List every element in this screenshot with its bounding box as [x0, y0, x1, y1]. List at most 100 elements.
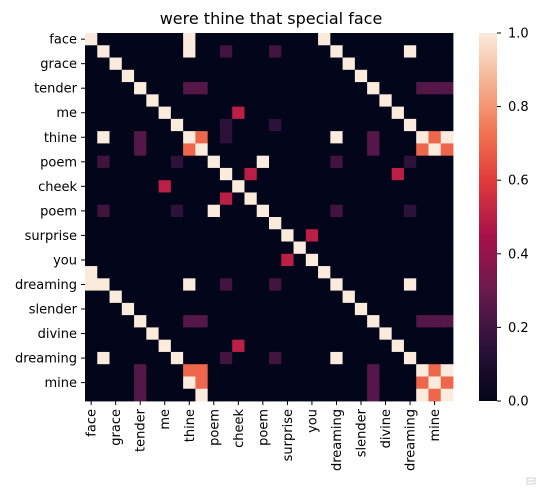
heatmap-cell [367, 229, 380, 242]
heatmap-cell [85, 339, 98, 353]
heatmap-cell [281, 45, 294, 58]
heatmap-cell [97, 192, 110, 206]
heatmap-cell [170, 327, 184, 341]
heatmap-cell [232, 364, 245, 377]
heatmap-cell [293, 155, 307, 169]
heatmap-cell [183, 45, 196, 58]
heatmap-cell [146, 82, 159, 95]
heatmap-cell [342, 180, 356, 193]
heatmap-cell [170, 82, 184, 95]
heatmap-cell [219, 33, 233, 46]
heatmap-cell [379, 94, 393, 107]
heatmap-cell [244, 82, 258, 95]
heatmap-cell [293, 94, 307, 107]
heatmap-cell [256, 253, 270, 267]
heatmap-cell [342, 69, 356, 83]
heatmap-cell [269, 33, 282, 46]
heatmap-cell [85, 290, 98, 304]
heatmap-cell [354, 180, 368, 193]
heatmap-cell [354, 364, 368, 377]
heatmap-cell [269, 167, 282, 181]
heatmap-cell [134, 94, 147, 107]
heatmap-cell [158, 118, 172, 132]
heatmap-cell [134, 33, 147, 46]
heatmap-cell [391, 131, 405, 144]
y-tick-label: cheek [38, 180, 77, 195]
heatmap-cell [354, 143, 368, 157]
heatmap-cell [391, 155, 405, 169]
heatmap-cell [269, 376, 282, 390]
heatmap-cell [97, 302, 110, 316]
heatmap-cell [97, 388, 110, 402]
heatmap-cell [293, 241, 307, 255]
heatmap-cell [256, 351, 270, 365]
heatmap-cell [403, 192, 417, 206]
heatmap-cell [244, 364, 258, 377]
x-tick-label: dreaming [404, 409, 419, 471]
heatmap-cell [403, 229, 417, 242]
heatmap-cell [318, 204, 331, 218]
heatmap-cell [318, 155, 331, 169]
heatmap-cell [109, 315, 123, 328]
heatmap-cell [305, 315, 319, 328]
heatmap-cell [109, 69, 123, 83]
heatmap-cell [183, 388, 196, 402]
heatmap-cell [109, 376, 123, 390]
heatmap-cell [170, 131, 184, 144]
heatmap-cell [293, 167, 307, 181]
heatmap-cell [183, 278, 196, 291]
heatmap-cell [293, 388, 307, 402]
x-tick-label: me [158, 409, 173, 430]
heatmap-cell [170, 302, 184, 316]
heatmap-cell [391, 192, 405, 206]
heatmap-cell [318, 388, 331, 402]
heatmap-cell [403, 327, 417, 341]
heatmap-cell [97, 217, 110, 230]
heatmap-cell [121, 204, 135, 218]
heatmap-cell [183, 253, 196, 267]
y-tick-label: dreaming [15, 278, 77, 293]
heatmap-cell [207, 266, 221, 279]
heatmap-cell [219, 376, 233, 390]
heatmap-cell [121, 315, 135, 328]
heatmap-cell [318, 94, 331, 107]
heatmap-cell [379, 155, 393, 169]
x-tick-label: mine [428, 409, 443, 442]
heatmap-cell [97, 315, 110, 328]
heatmap-cell [281, 241, 294, 255]
heatmap-cell [134, 57, 147, 71]
heatmap-cell [183, 229, 196, 242]
heatmap-cell [207, 143, 221, 157]
heatmap-cell [440, 82, 454, 95]
heatmap-cell [158, 302, 172, 316]
heatmap-cell [305, 290, 319, 304]
heatmap-cell [85, 229, 98, 242]
x-tick-label: slender [355, 408, 370, 457]
heatmap-cell [342, 94, 356, 107]
heatmap-cell [158, 69, 172, 83]
heatmap-cell [330, 229, 343, 242]
heatmap-cell [121, 131, 135, 144]
heatmap-cell [367, 266, 380, 279]
heatmap-cell [121, 376, 135, 390]
heatmap-cell [367, 106, 380, 120]
heatmap-cell [428, 339, 442, 353]
heatmap-cell [97, 180, 110, 193]
heatmap-cell [134, 315, 147, 328]
heatmap-cell [428, 192, 442, 206]
heatmap-cell [305, 82, 319, 95]
heatmap-cell [440, 327, 454, 341]
heatmap-cell [232, 45, 245, 58]
heatmap-cell [367, 192, 380, 206]
heatmap-cell [85, 241, 98, 255]
heatmap-cell [134, 118, 147, 132]
heatmap-cell [207, 94, 221, 107]
heatmap-cell [207, 364, 221, 377]
heatmap-cell [244, 33, 258, 46]
heatmap-cell [354, 94, 368, 107]
heatmap-cell [146, 118, 159, 132]
heatmap-cell [134, 217, 147, 230]
heatmap-cell [305, 118, 319, 132]
heatmap-cell [391, 106, 405, 120]
heatmap-cell [440, 45, 454, 58]
